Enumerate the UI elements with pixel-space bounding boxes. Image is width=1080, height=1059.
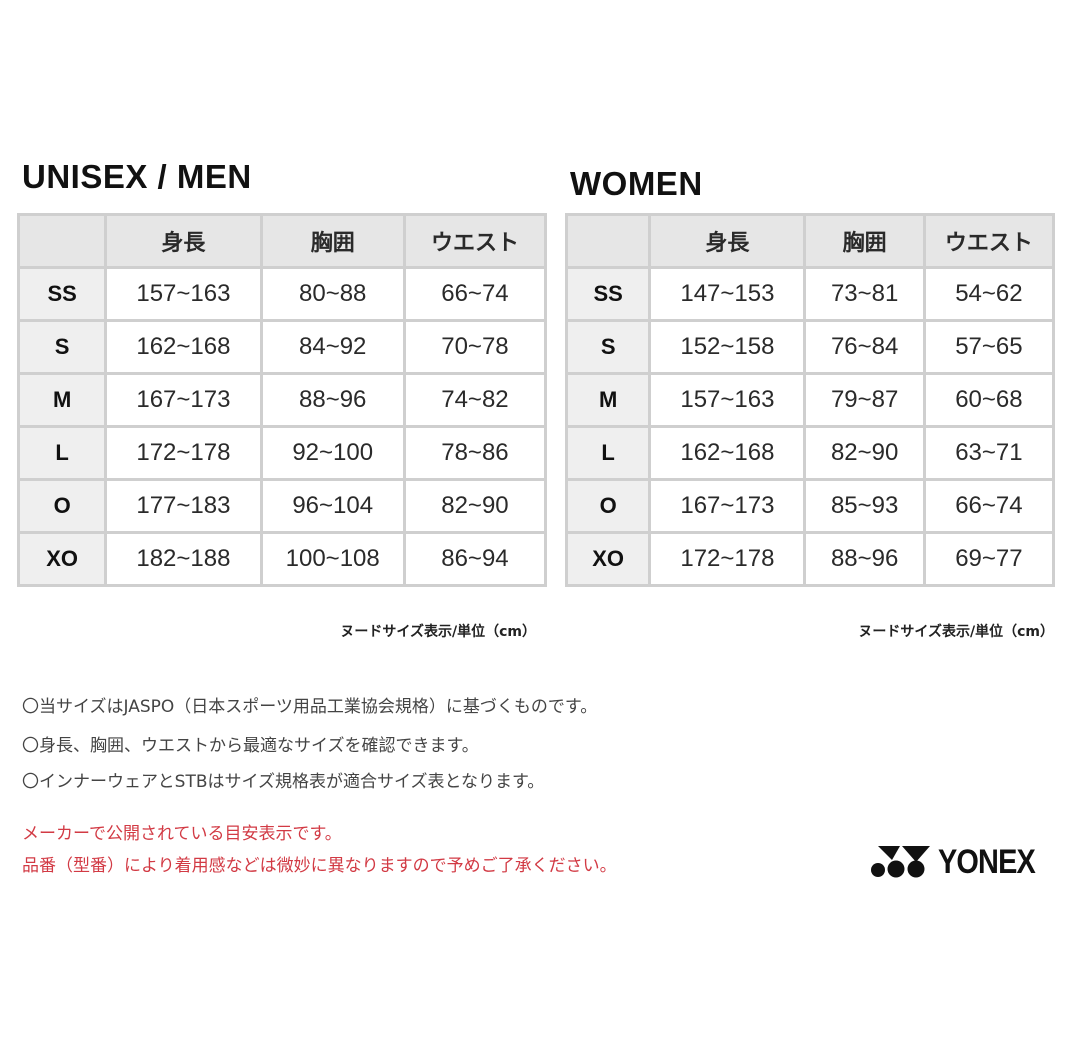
size-range-cell: 157~163 [104,266,263,322]
size-range-cell: 182~188 [104,531,263,587]
size-range-cell: 78~86 [402,425,548,481]
table-row: S 152~158 76~84 57~65 [564,319,1056,375]
size-range-cell: 100~108 [259,531,406,587]
table-row: M 167~173 88~96 74~82 [16,372,548,428]
size-range-cell: 162~168 [648,425,807,481]
size-range-cell: 60~68 [922,372,1056,428]
size-range-cell: 74~82 [402,372,548,428]
table-row: XO 172~178 88~96 69~77 [564,531,1056,587]
size-range-cell: 57~65 [922,319,1056,375]
size-range-cell: 66~74 [922,478,1056,534]
size-range-cell: 172~178 [104,425,263,481]
header-row: 身長 胸囲 ウエスト [16,213,548,269]
size-label: M [16,372,108,428]
column-header: ウエスト [402,213,548,269]
size-label: SS [16,266,108,322]
size-range-cell: 88~96 [803,531,926,587]
size-label: S [16,319,108,375]
men-title: UNISEX / MEN [22,158,252,195]
size-range-cell: 63~71 [922,425,1056,481]
table-row: L 162~168 82~90 63~71 [564,425,1056,481]
size-range-cell: 86~94 [402,531,548,587]
column-header: 胸囲 [259,213,406,269]
size-range-cell: 54~62 [922,266,1056,322]
size-range-cell: 73~81 [803,266,926,322]
size-label: S [564,319,652,375]
size-range-cell: 82~90 [803,425,926,481]
table-row: S 162~168 84~92 70~78 [16,319,548,375]
size-range-cell: 79~87 [803,372,926,428]
note-3: 〇インナーウェアとSTBはサイズ規格表が適合サイズ表となります。 [22,772,545,792]
men-size-table: 身長 胸囲 ウエスト SS 157~163 80~88 66~74 S 162~168 84~92… [16,213,548,587]
size-label: O [564,478,652,534]
size-range-cell: 82~90 [402,478,548,534]
size-range-cell: 177~183 [104,478,263,534]
note-2: 〇身長、胸囲、ウエストから最適なサイズを確認できます。 [22,736,479,756]
size-range-cell: 80~88 [259,266,406,322]
size-label: O [16,478,108,534]
size-label: L [564,425,652,481]
table-row: O 167~173 85~93 66~74 [564,478,1056,534]
size-label: SS [564,266,652,322]
table-row: O 177~183 96~104 82~90 [16,478,548,534]
size-range-cell: 157~163 [648,372,807,428]
women-unit-note: ヌードサイズ表示/単位（cm） [858,624,1054,640]
size-range-cell: 152~158 [648,319,807,375]
header-corner [16,213,108,269]
column-header: 胸囲 [803,213,926,269]
women-title: WOMEN [570,165,703,202]
warning-2: 品番（型番）により着用感などは微妙に異なりますので予めご了承ください。 [22,856,617,876]
yonex-logo-text: YONEX [938,842,1036,881]
size-range-cell: 172~178 [648,531,807,587]
women-size-table: 身長 胸囲 ウエスト SS 147~153 73~81 54~62 S 152~158 76~84… [564,213,1056,587]
table-row: L 172~178 92~100 78~86 [16,425,548,481]
size-range-cell: 167~173 [104,372,263,428]
size-label: L [16,425,108,481]
table-row: M 157~163 79~87 60~68 [564,372,1056,428]
size-range-cell: 84~92 [259,319,406,375]
note-1: 〇当サイズはJASPO（日本スポーツ用品工業協会規格）に基づくものです。 [22,697,598,717]
column-header: 身長 [648,213,807,269]
size-range-cell: 162~168 [104,319,263,375]
yonex-logo: YONEX [870,842,1052,882]
table-row: XO 182~188 100~108 86~94 [16,531,548,587]
header-row: 身長 胸囲 ウエスト [564,213,1056,269]
size-range-cell: 147~153 [648,266,807,322]
size-range-cell: 85~93 [803,478,926,534]
column-header: ウエスト [922,213,1056,269]
size-range-cell: 167~173 [648,478,807,534]
warning-1: メーカーで公開されている目安表示です。 [22,824,342,844]
column-header: 身長 [104,213,263,269]
men-unit-note: ヌードサイズ表示/単位（cm） [340,624,536,640]
header-corner [564,213,652,269]
size-label: M [564,372,652,428]
size-label: XO [16,531,108,587]
table-row: SS 147~153 73~81 54~62 [564,266,1056,322]
size-range-cell: 70~78 [402,319,548,375]
size-range-cell: 76~84 [803,319,926,375]
size-range-cell: 69~77 [922,531,1056,587]
size-range-cell: 88~96 [259,372,406,428]
size-label: XO [564,531,652,587]
table-row: SS 157~163 80~88 66~74 [16,266,548,322]
size-range-cell: 96~104 [259,478,406,534]
size-range-cell: 92~100 [259,425,406,481]
yonex-logo-mark-icon [871,846,930,878]
size-range-cell: 66~74 [402,266,548,322]
